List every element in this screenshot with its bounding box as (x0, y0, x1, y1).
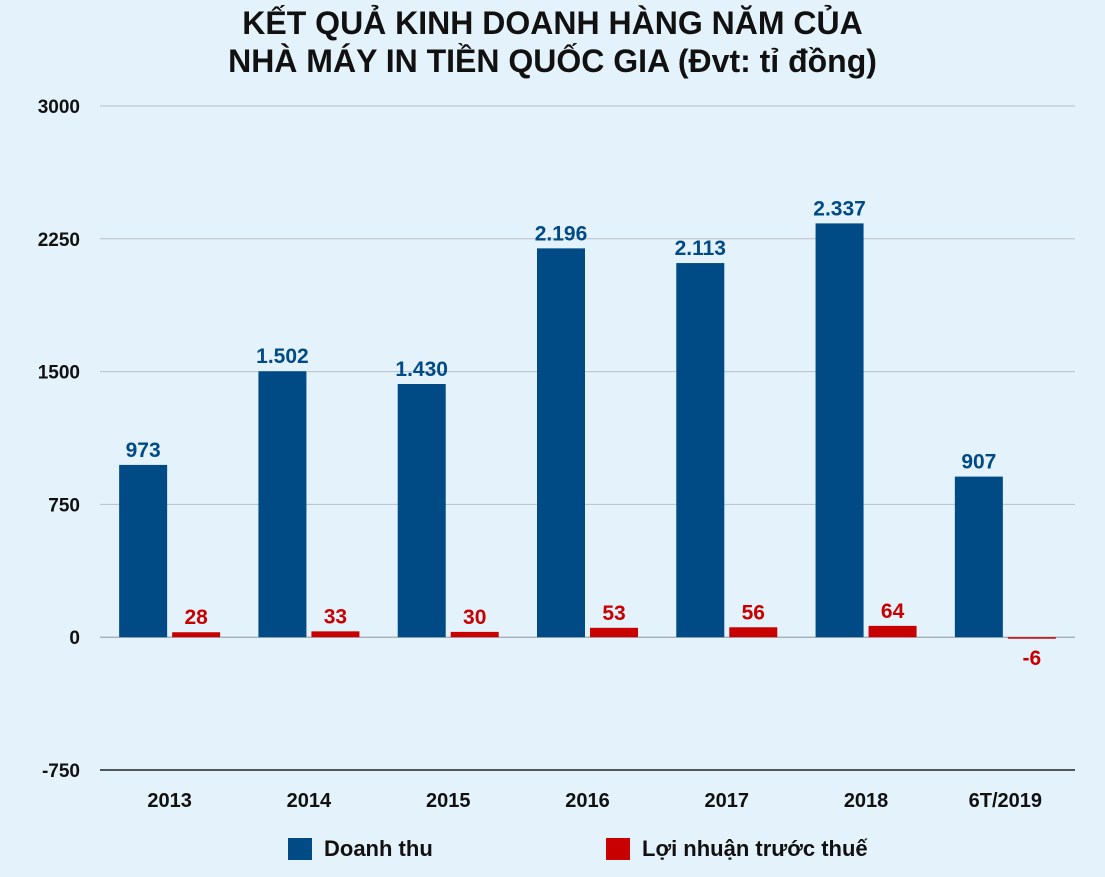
data-label: 1.430 (395, 358, 448, 381)
bar-loi-nhuan-6t-2019 (1007, 637, 1056, 639)
grid-lines (100, 105, 1075, 771)
y-tick-label: 2250 (38, 230, 80, 251)
legend: Doanh thu Lợi nhuận trước thuế (0, 836, 1105, 868)
bar-doanh-thu-2013 (119, 464, 168, 638)
data-label: 53 (602, 602, 625, 625)
x-tick-label: 2014 (287, 790, 332, 812)
y-tick-label: -750 (42, 761, 80, 782)
x-tick-label: 2017 (705, 790, 750, 812)
bar-doanh-thu-2014 (258, 371, 307, 638)
y-tick-label: 3000 (38, 97, 80, 118)
bar-chart: 3000 2250 1500 750 0 -750 973 28 1.502 33 1.430 30… (38, 97, 1075, 812)
y-tick-label: 1500 (38, 363, 80, 384)
chart-title-line-2: NHÀ MÁY IN TIỀN QUỐC GIA (Đvt: tỉ đồng) (228, 43, 877, 79)
legend-item-doanh-thu: Doanh thu (288, 836, 433, 862)
y-tick-label: 750 (48, 495, 80, 516)
bar-loi-nhuan-2014 (311, 631, 360, 638)
data-label: 907 (961, 451, 996, 474)
data-label: 2.113 (675, 237, 726, 260)
bar-doanh-thu-2015 (397, 383, 446, 638)
legend-label-doanh-thu: Doanh thu (324, 836, 433, 861)
data-label: 56 (742, 601, 765, 624)
legend-swatch-loi-nhuan (606, 838, 630, 860)
x-axis-ticks: 2013 2014 2015 2016 2017 2018 6T/2019 (147, 790, 1042, 812)
data-label: -6 (1023, 647, 1042, 670)
bar-loi-nhuan-2013 (172, 632, 221, 638)
bar-doanh-thu-2017 (676, 263, 725, 638)
data-label: 1.502 (256, 345, 309, 368)
x-tick-label: 2018 (844, 790, 889, 812)
bar-loi-nhuan-2017 (729, 627, 778, 638)
data-label: 2.337 (813, 197, 866, 220)
data-label: 973 (126, 439, 161, 462)
y-axis-ticks: 3000 2250 1500 750 0 -750 (38, 97, 80, 782)
x-tick-label: 6T/2019 (969, 790, 1042, 812)
bar-doanh-thu-6t-2019 (954, 476, 1003, 638)
bar-loi-nhuan-2015 (450, 631, 499, 638)
legend-item-loi-nhuan: Lợi nhuận trước thuế (606, 836, 868, 862)
chart-title: KẾT QUẢ KINH DOANH HÀNG NĂM CỦA NHÀ MÁY … (0, 4, 1105, 80)
y-tick-label: 0 (69, 628, 80, 649)
bar-doanh-thu-2016 (537, 248, 585, 638)
data-label: 2.196 (535, 222, 588, 245)
bars (119, 223, 1056, 639)
x-tick-label: 2015 (426, 790, 471, 812)
data-label: 64 (881, 600, 905, 623)
bar-loi-nhuan-2016 (590, 627, 638, 638)
x-tick-label: 2016 (565, 790, 610, 812)
legend-label-loi-nhuan: Lợi nhuận trước thuế (642, 836, 868, 861)
bar-loi-nhuan-2018 (868, 625, 917, 638)
data-label: 33 (324, 605, 347, 628)
data-labels: 973 28 1.502 33 1.430 30 2.196 53 2.113 56 2.337 64… (126, 197, 1042, 670)
x-tick-label: 2013 (147, 790, 192, 812)
legend-swatch-doanh-thu (288, 838, 312, 860)
chart-title-line-1: KẾT QUẢ KINH DOANH HÀNG NĂM CỦA (242, 5, 863, 41)
data-label: 28 (184, 606, 208, 629)
bar-doanh-thu-2018 (815, 223, 864, 638)
data-label: 30 (463, 606, 486, 629)
